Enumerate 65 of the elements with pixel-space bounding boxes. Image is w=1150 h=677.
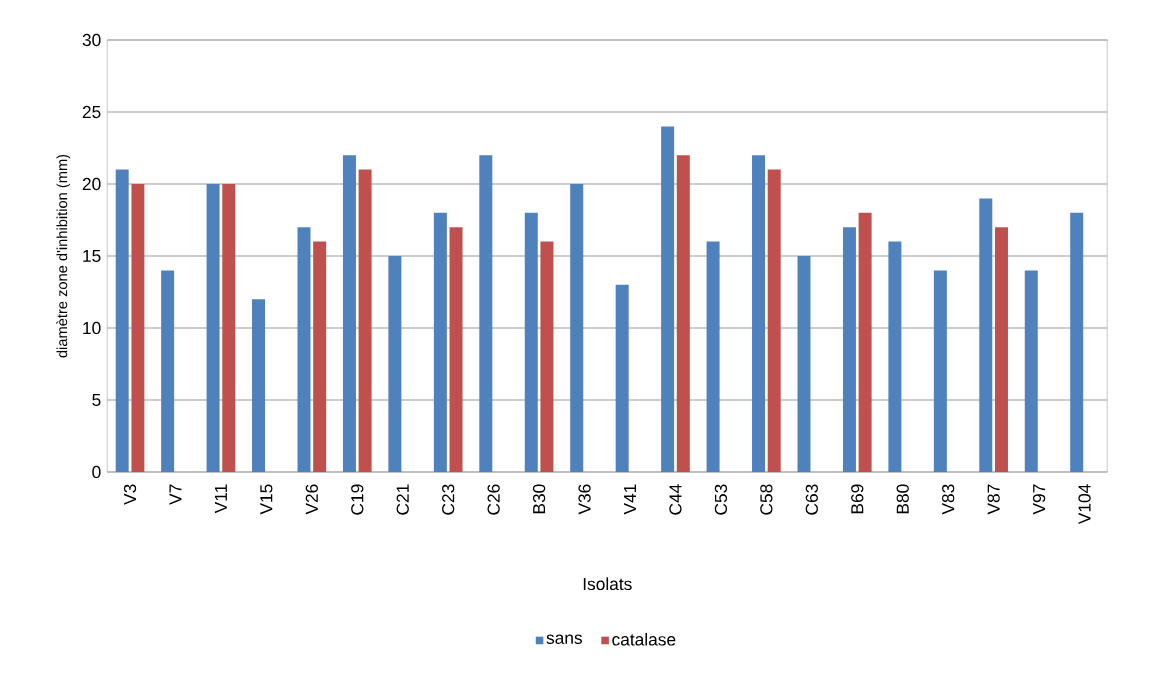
bar: [342, 155, 356, 472]
bar: [1024, 270, 1038, 472]
y-tick-label: 25: [82, 105, 101, 119]
bar: [752, 155, 766, 472]
bar: [358, 169, 372, 472]
bar: [933, 270, 947, 472]
y-tick-label: 10: [83, 321, 101, 335]
x-tick-label: V83: [942, 484, 955, 515]
bar: [479, 155, 493, 472]
x-tick-label: C63: [805, 484, 818, 515]
bar: [858, 212, 872, 472]
bar: [206, 183, 220, 472]
x-tick-label: C19: [351, 484, 364, 515]
bar: [540, 241, 554, 472]
x-tick-label: V36: [578, 484, 591, 515]
bar: [131, 183, 145, 472]
x-tick-label: V41: [624, 484, 636, 515]
x-tick-label: V15: [260, 484, 273, 515]
bar: [433, 212, 447, 472]
bar: [313, 241, 327, 472]
x-tick-label: V7: [169, 484, 182, 505]
x-axis-title: Isolats: [583, 577, 632, 591]
x-tick-label: V104: [1078, 484, 1091, 525]
y-tick-label: 0: [92, 465, 101, 479]
bar: [842, 227, 856, 472]
bar: [222, 183, 236, 472]
bar: [115, 169, 129, 472]
x-tick-label: V3: [123, 484, 137, 505]
y-tick-label: 30: [82, 33, 101, 47]
y-tick-label: 5: [92, 393, 101, 407]
bar: [676, 155, 690, 472]
bar: [388, 255, 402, 472]
bar: [661, 126, 675, 472]
bar: [979, 198, 993, 472]
bar: [449, 227, 463, 472]
x-tick-label: V26: [305, 484, 318, 515]
x-tick-label: B30: [532, 484, 546, 514]
bar: [570, 183, 584, 472]
bar: [161, 270, 175, 472]
y-tick-label: 20: [82, 177, 101, 191]
x-tick-label: V97: [1032, 484, 1046, 515]
x-tick-label: B80: [896, 484, 909, 514]
x-tick-label: V87: [987, 484, 1000, 515]
x-tick-label: C21: [396, 484, 409, 515]
bar: [1070, 212, 1084, 472]
bar: [615, 284, 629, 472]
bar: [252, 299, 266, 472]
x-tick-label: C23: [442, 484, 455, 515]
x-tick-label: C53: [714, 484, 728, 515]
x-tick-label: B69: [851, 484, 864, 514]
x-tick-label: V11: [214, 484, 227, 514]
legend-label: sans: [546, 634, 583, 644]
y-tick-label: 15: [83, 249, 101, 263]
bar: [888, 241, 902, 472]
x-tick-label: C26: [487, 484, 500, 515]
bar: [524, 212, 538, 472]
legend-label: catalase: [612, 632, 676, 646]
bar: [797, 255, 811, 472]
x-tick-label: C44: [669, 484, 682, 515]
bar: [297, 227, 311, 472]
bar: [767, 169, 781, 472]
bar: [706, 241, 720, 472]
bar: [994, 227, 1008, 472]
x-tick-label: C58: [760, 484, 773, 515]
y-axis-title: diamètre zone d'inhibition (mm): [56, 154, 71, 358]
